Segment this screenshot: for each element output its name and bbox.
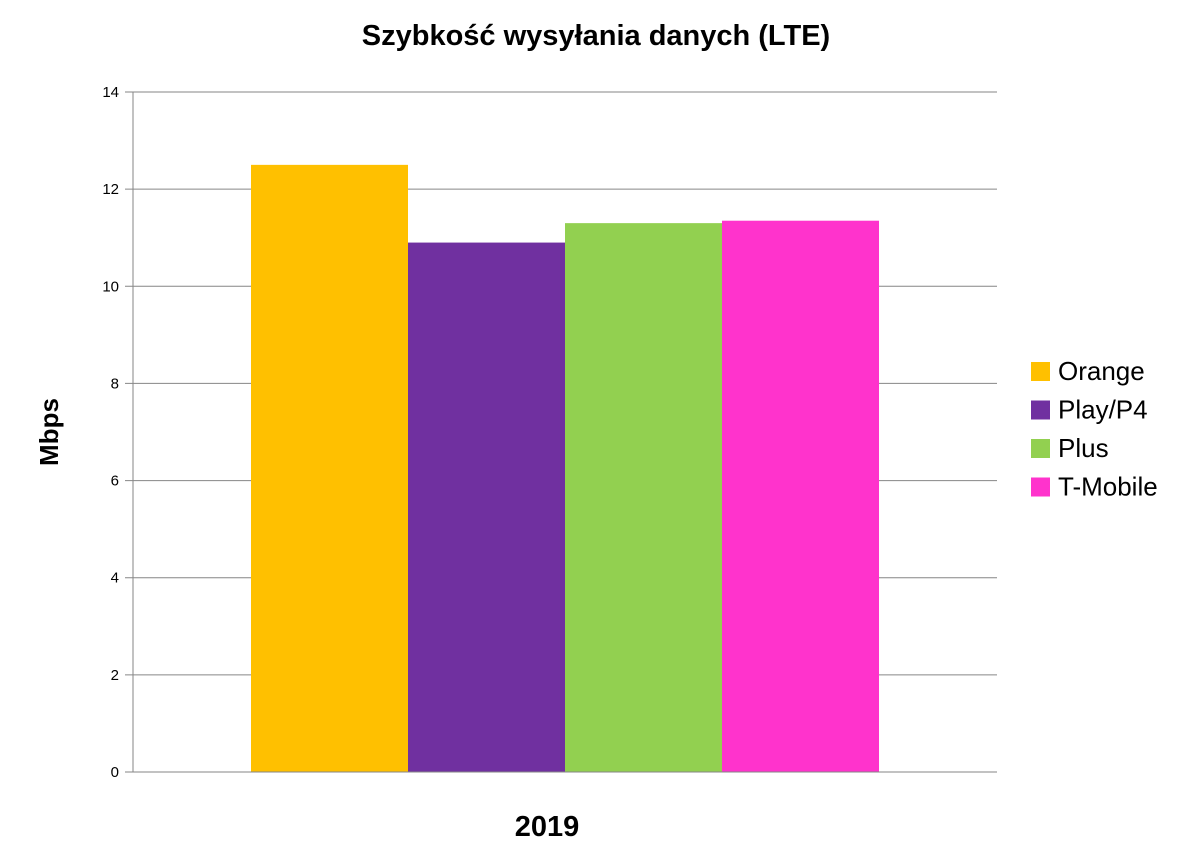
legend-swatch: [1031, 400, 1050, 420]
y-tick-label: 0: [111, 764, 119, 781]
legend-label: Play/P4: [1058, 395, 1148, 425]
y-axis-label: Mbps: [34, 398, 64, 466]
y-tick-label: 14: [102, 84, 119, 101]
legend-label: Orange: [1058, 356, 1145, 386]
bar-orange: [251, 164, 408, 772]
bar-play-p4: [408, 242, 565, 773]
bar-plus: [565, 223, 722, 773]
y-axis-ticks: 0 2 4 6 8 10 12 14: [102, 84, 119, 781]
x-axis-label: 2019: [515, 811, 580, 843]
y-tick-label: 4: [111, 570, 119, 587]
legend-swatch: [1031, 439, 1050, 458]
bar-t-mobile: [722, 220, 879, 772]
legend-label: Plus: [1058, 433, 1109, 463]
legend-swatch: [1031, 362, 1050, 381]
chart-title: Szybkość wysyłania danych (LTE): [362, 20, 830, 52]
y-tick-label: 12: [102, 181, 119, 198]
legend-swatch: [1031, 477, 1050, 497]
y-tick-label: 8: [111, 375, 119, 392]
bars: [251, 164, 879, 773]
legend-label: T-Mobile: [1058, 472, 1158, 502]
y-tick-label: 2: [111, 667, 119, 684]
legend: Orange Play/P4 Plus T-Mobile: [1031, 356, 1158, 502]
y-tick-label: 10: [102, 278, 119, 295]
y-tick-label: 6: [111, 473, 119, 490]
